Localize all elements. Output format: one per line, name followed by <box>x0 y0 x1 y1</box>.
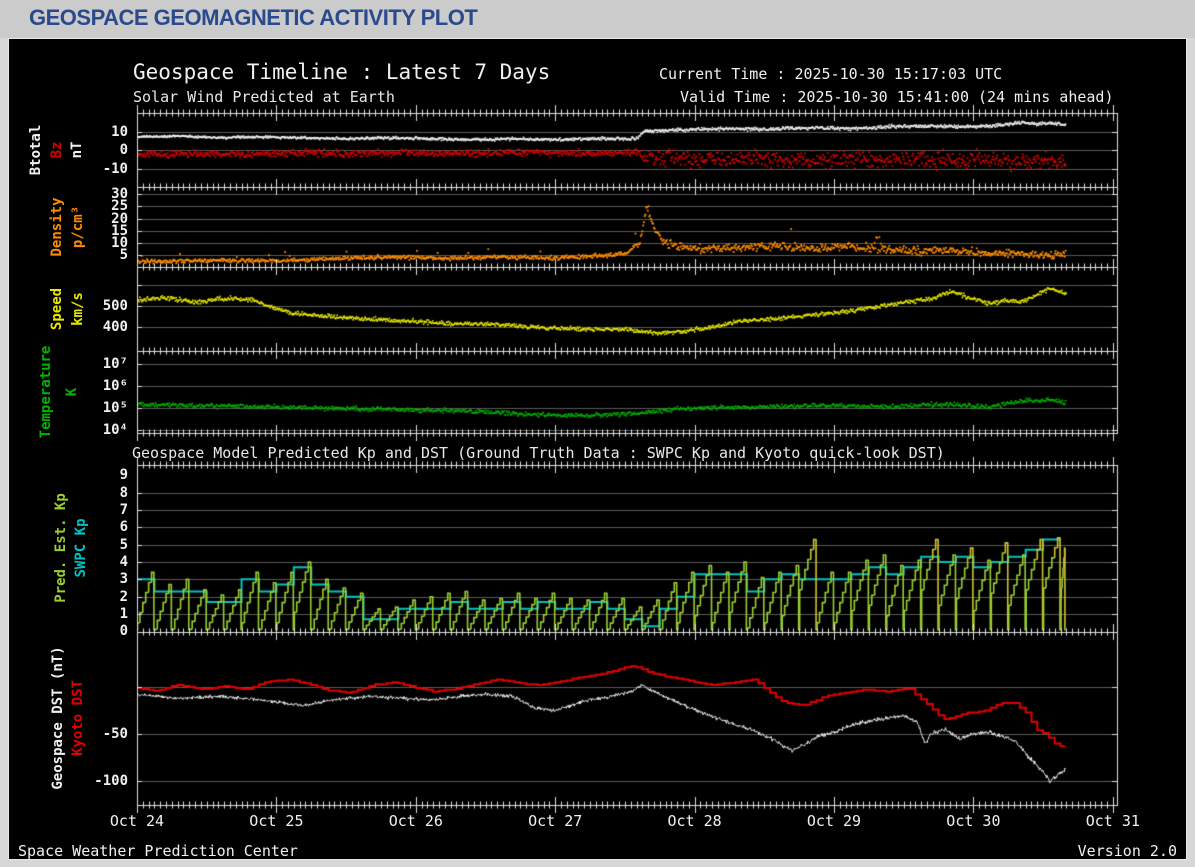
x-tick-label: Oct 28 <box>667 812 722 830</box>
y-tick-label: 7 <box>119 501 128 518</box>
ylabel-kyoto-dst: Kyoto DST <box>70 680 86 756</box>
x-tick-label: Oct 27 <box>528 812 583 830</box>
y-tick-label: 20 <box>111 210 128 227</box>
ylabel-temperature: Temperature <box>38 345 54 439</box>
y-tick-label: 8 <box>119 484 128 501</box>
y-tick-label: 25 <box>111 198 128 215</box>
y-tick-label: 9 <box>119 467 128 484</box>
current-time: Current Time : 2025-10-30 15:17:03 UTC <box>659 65 1003 83</box>
y-tick-label: 2 <box>119 588 128 605</box>
mid-title: Geospace Model Predicted Kp and DST (Gro… <box>132 444 945 462</box>
x-tick-label: Oct 25 <box>249 812 304 830</box>
y-tick-label: 15 <box>111 222 128 239</box>
y-tick-label: 3 <box>119 571 128 588</box>
x-tick-label: Oct 26 <box>388 812 443 830</box>
y-tick-label: 400 <box>102 319 128 335</box>
y-tick-label: -100 <box>94 773 128 789</box>
y-tick-label: 10⁵ <box>102 400 128 416</box>
y-tick-label: 4 <box>119 554 128 570</box>
y-tick-label: -50 <box>102 726 128 742</box>
y-tick-label: 1 <box>119 606 128 623</box>
y-tick-label: 0 <box>119 142 128 158</box>
y-tick-label: 5 <box>119 246 128 263</box>
y-tick-label: 10 <box>111 234 128 251</box>
footer-source: Space Weather Prediction Center <box>18 842 298 860</box>
y-tick-label: 5 <box>119 536 128 553</box>
y-tick-label: 10⁴ <box>102 422 128 439</box>
chart-canvas <box>8 38 1187 860</box>
valid-time: Valid Time : 2025-10-30 15:41:00 (24 min… <box>680 88 1114 106</box>
y-tick-label: 10⁷ <box>102 355 128 372</box>
plot-title: Geospace Timeline : Latest 7 Days <box>133 60 551 84</box>
y-tick-label: -10 <box>102 160 128 177</box>
y-tick-label: 10⁶ <box>102 377 128 394</box>
x-tick-label: Oct 29 <box>806 812 862 830</box>
ylabel-geospace-dst: Geospace DST (nT) <box>50 646 66 790</box>
y-tick-label: 500 <box>102 298 128 314</box>
x-tick-label: Oct 24 <box>109 812 165 830</box>
y-tick-label: 0 <box>119 623 128 640</box>
plot-subtitle: Solar Wind Predicted at Earth <box>133 88 395 106</box>
y-tick-label: 6 <box>119 519 128 536</box>
footer-version: Version 2.0 <box>1077 842 1177 860</box>
y-tick-label: 30 <box>111 186 128 203</box>
page-header: GEOSPACE GEOMAGNETIC ACTIVITY PLOT <box>0 0 1195 38</box>
y-tick-label: 10 <box>111 123 128 140</box>
x-tick-label: Oct 31 <box>1085 812 1140 830</box>
page-title: GEOSPACE GEOMAGNETIC ACTIVITY PLOT <box>29 5 478 30</box>
ylabel-btotal: Btotal <box>28 124 44 176</box>
x-tick-label: Oct 30 <box>946 812 1001 830</box>
